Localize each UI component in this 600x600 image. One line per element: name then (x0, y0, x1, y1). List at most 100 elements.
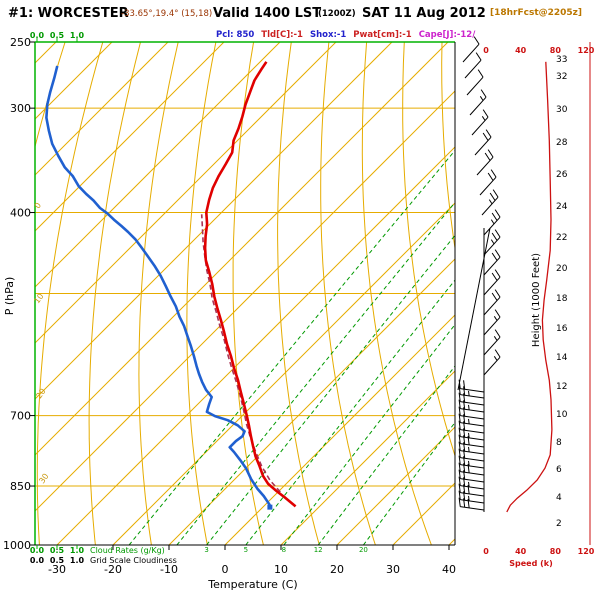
wind-barb-feather (458, 469, 461, 479)
grid-scale-tick-label: 0.5 (50, 556, 65, 565)
dry-adiabat-line (186, 41, 217, 546)
wind-barb-stem (483, 356, 501, 376)
isotherm-line (34, 90, 456, 512)
speed-tick-label-top: 40 (515, 46, 527, 55)
height-tick-label: 8 (556, 438, 562, 448)
temperature-tick-label: 40 (442, 563, 456, 576)
temperature-axis-label: Temperature (C) (207, 578, 297, 591)
cloud-rates-label: Cloud Rates (g/Kg) (90, 546, 165, 555)
height-tick-label: 30 (556, 105, 568, 115)
temperature-trace (203, 61, 297, 508)
wind-barb-stem (483, 216, 501, 236)
height-tick-label: 6 (556, 465, 562, 475)
isotherm-line (34, 41, 281, 288)
wind-barb-half-feather (468, 481, 470, 487)
cloud-scale-label-top: 1.0 (70, 31, 85, 40)
height-tick-label: 16 (556, 324, 568, 334)
wind-barb (462, 36, 480, 63)
wind-barb-stem (464, 59, 482, 79)
grid-scale-label: Grid Scale Cloudiness (90, 556, 177, 565)
temperature-tick-label: 30 (386, 563, 400, 576)
wind-barb-half-feather (468, 390, 470, 396)
wind-barb-feather (494, 349, 501, 358)
wind-barb-stem (460, 506, 485, 511)
wind-barb-stem (481, 196, 499, 216)
dry-adiabat-line (402, 41, 456, 456)
grid-scale-tick-label: 1.0 (70, 556, 85, 565)
height-tick-label: 28 (556, 138, 568, 148)
wind-barb-feather (494, 269, 501, 278)
isotherm-line (34, 41, 337, 344)
wind-barb-stem (483, 276, 501, 296)
mixing-ratio-line (245, 279, 456, 546)
wind-barb-half-feather (493, 316, 498, 321)
wind-barb-feather (458, 413, 461, 423)
wind-barb-feather (458, 490, 461, 500)
wind-barb-feather (487, 149, 494, 158)
wind-layer (457, 36, 591, 545)
pressure-tick-label: 250 (10, 36, 31, 49)
wind-barb-feather (489, 192, 496, 201)
wind-barb-feather (477, 69, 484, 78)
wind-barb-feather (491, 212, 498, 221)
wind-barb (483, 269, 501, 296)
cloud-scale-label-top: 0.0 (30, 31, 45, 40)
height-reference-line (457, 227, 491, 391)
mixing-ratio-line (206, 235, 456, 546)
wind-barb-feather (494, 289, 501, 298)
wind-barb-half-feather (488, 199, 493, 205)
wind-barb-feather (463, 386, 466, 396)
mixing-ratio-line (363, 422, 456, 546)
isotherm-line (34, 41, 57, 64)
dewpoint-trace (45, 65, 271, 506)
wind-barb-feather (491, 252, 498, 261)
dry-adiabat-line (36, 41, 104, 546)
dry-adiabat-line (88, 41, 141, 546)
wind-barb-feather (458, 385, 461, 395)
speed-axis-label: Speed (k) (509, 559, 552, 568)
wind-barb-feather (480, 89, 487, 98)
wind-barb (483, 289, 501, 316)
adiabat-side-label: 0 (33, 201, 43, 210)
wind-barb-half-feather (493, 356, 498, 361)
mixing-ratio-label: 8 (282, 546, 286, 554)
wind-barb-feather (494, 329, 501, 338)
height-axis-label: Height (1000 Feet) (531, 253, 542, 347)
temperature-tick-label: -30 (48, 563, 66, 576)
wind-barb-stem (483, 256, 501, 276)
height-tick-label: 33 (556, 55, 567, 65)
temperature-tick-label: 20 (330, 563, 344, 576)
height-tick-label: 10 (556, 410, 568, 420)
mixing-ratio-line (128, 150, 456, 546)
cloud-scale-label-top: 0.5 (50, 31, 65, 40)
wind-barb-feather (473, 36, 480, 45)
wind-barb-feather (458, 379, 461, 389)
height-tick-label: 2 (556, 519, 562, 529)
wind-barb (481, 189, 499, 216)
pressure-tick-label: 400 (10, 207, 31, 220)
dry-adiabat-line (320, 41, 376, 546)
wind-barb-stem (462, 43, 480, 63)
pressure-tick-label: 700 (10, 410, 31, 423)
wind-barb-stem (479, 176, 497, 196)
wind-barb-feather (482, 109, 489, 118)
wind-barb-feather (485, 129, 492, 138)
wind-barb-stem (483, 336, 501, 356)
wind-barb-half-feather (468, 404, 470, 410)
height-tick-label: 14 (556, 353, 568, 363)
sounding-param: Tld[C]:-1 (261, 30, 303, 40)
wind-speed-trace (506, 61, 553, 513)
wind-barb-feather (494, 229, 501, 238)
isotherm-line (168, 258, 456, 546)
wind-barb (466, 69, 484, 96)
wind-barb-half-feather (481, 116, 486, 121)
wind-barb (483, 249, 501, 276)
isotherm-line (448, 538, 456, 546)
speed-tick-label-bottom: 0 (483, 547, 489, 556)
temperature-tick-label: -10 (160, 563, 178, 576)
wind-barb-feather (458, 497, 461, 507)
wind-barb-feather (491, 292, 498, 301)
wind-barb-feather (494, 309, 501, 318)
pressure-axis-label: P (hPa) (3, 277, 16, 316)
height-tick-label: 20 (556, 264, 568, 274)
